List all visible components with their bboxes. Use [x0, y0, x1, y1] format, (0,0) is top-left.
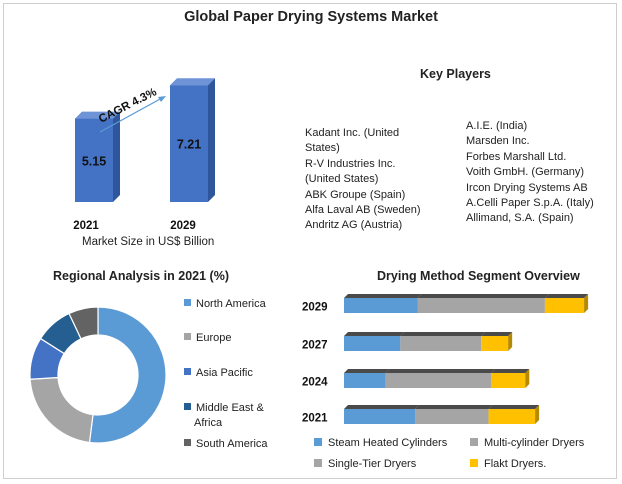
drying-legend-item: Multi-cylinder Dryers — [470, 437, 584, 449]
key-player-item: A.I.E. (India) — [466, 120, 528, 132]
regional-legend-item: Europe — [184, 331, 231, 346]
regional-legend-item: Asia Pacific — [184, 366, 253, 381]
regional-legend-item: South America — [184, 437, 268, 452]
drying-bar-segment — [344, 294, 422, 313]
drying-legend-item: Single-Tier Dryers — [314, 458, 416, 470]
legend-swatch — [184, 299, 191, 306]
market-year-label: 2029 — [170, 220, 196, 232]
drying-legend-item: Steam Heated Cylinders — [314, 437, 447, 449]
regional-legend-item: North America — [184, 297, 266, 312]
key-player-item: Forbes Marshall Ltd. — [466, 150, 567, 163]
legend-swatch — [314, 438, 322, 446]
legend-swatch — [184, 403, 191, 410]
key-player-item: Marsden Inc. — [466, 135, 530, 148]
drying-bar-segment — [491, 369, 530, 388]
drying-bar-segment — [400, 332, 486, 351]
legend-swatch — [314, 459, 322, 467]
drying-year-label: 2027 — [302, 340, 328, 352]
market-size-caption: Market Size in US$ Billion — [82, 236, 215, 248]
drying-year-label: 2024 — [302, 377, 328, 389]
donut-slice-south-america — [68, 306, 99, 340]
key-player-item: R-V Industries Inc. — [305, 157, 396, 170]
infographic-frame — [3, 3, 617, 479]
key-player-item: Alfa Laval AB (Sweden) — [305, 204, 421, 217]
key-player-item: Kadant Inc. (United — [305, 127, 400, 139]
drying-year-label: 2029 — [302, 302, 328, 314]
drying-bar-segment — [344, 332, 405, 351]
drying-year-label: 2021 — [302, 413, 328, 425]
key-players-title: Key Players — [420, 67, 491, 81]
key-player-item: ABK Groupe (Spain) — [305, 188, 406, 201]
market-bar-value-label: 5.15 — [82, 154, 106, 168]
drying-bar-end — [584, 294, 589, 313]
drying-legend-item: Flakt Dryers. — [470, 458, 546, 470]
key-players-left-list: Kadant Inc. (United States) R-V Industries… — [305, 126, 421, 234]
key-player-item: Allimand, S.A. (Spain) — [466, 212, 574, 225]
drying-title: Drying Method Segment Overview — [377, 269, 580, 283]
key-player-item: Ircon Drying Systems AB — [466, 181, 588, 194]
drying-bar-segment — [417, 294, 549, 313]
drying-bar-segment — [344, 369, 390, 388]
legend-swatch — [184, 439, 191, 446]
drying-bar-segment — [544, 294, 589, 313]
legend-swatch — [184, 368, 191, 375]
drying-bar-segment — [344, 405, 420, 424]
regional-legend-item: Middle East & Africa — [184, 401, 264, 431]
legend-swatch — [470, 459, 478, 467]
donut-slice-north-america — [88, 306, 167, 444]
key-player-item: States) — [305, 142, 340, 155]
regional-title: Regional Analysis in 2021 (%) — [53, 269, 229, 283]
legend-swatch — [470, 438, 478, 446]
key-players-right-list: A.I.E. (India) Marsden Inc. Forbes Marshal… — [466, 119, 594, 227]
key-player-item: Andritz AG (Austria) — [305, 219, 403, 232]
legend-swatch — [184, 333, 191, 340]
market-bar-2029 — [170, 78, 215, 202]
drying-bar-end — [535, 405, 540, 424]
drying-bar-segment — [488, 405, 540, 424]
key-player-item: Voith GmbH. (Germany) — [466, 166, 584, 179]
drying-bar-segment — [481, 332, 513, 351]
drying-bar-segment — [385, 369, 495, 388]
market-year-label: 2021 — [73, 220, 99, 232]
market-bar-2021 — [75, 111, 120, 202]
market-bar-value-label: 7.21 — [177, 138, 201, 152]
page-title: Global Paper Drying Systems Market — [184, 9, 438, 25]
key-player-item: (United States) — [305, 173, 379, 186]
drying-bar-end — [508, 332, 513, 351]
drying-bar-segment — [415, 405, 493, 424]
cagr-arrow — [99, 97, 163, 133]
key-player-item: A.Celli Paper S.p.A. (Italy) — [466, 197, 594, 210]
drying-bar-end — [525, 369, 530, 388]
